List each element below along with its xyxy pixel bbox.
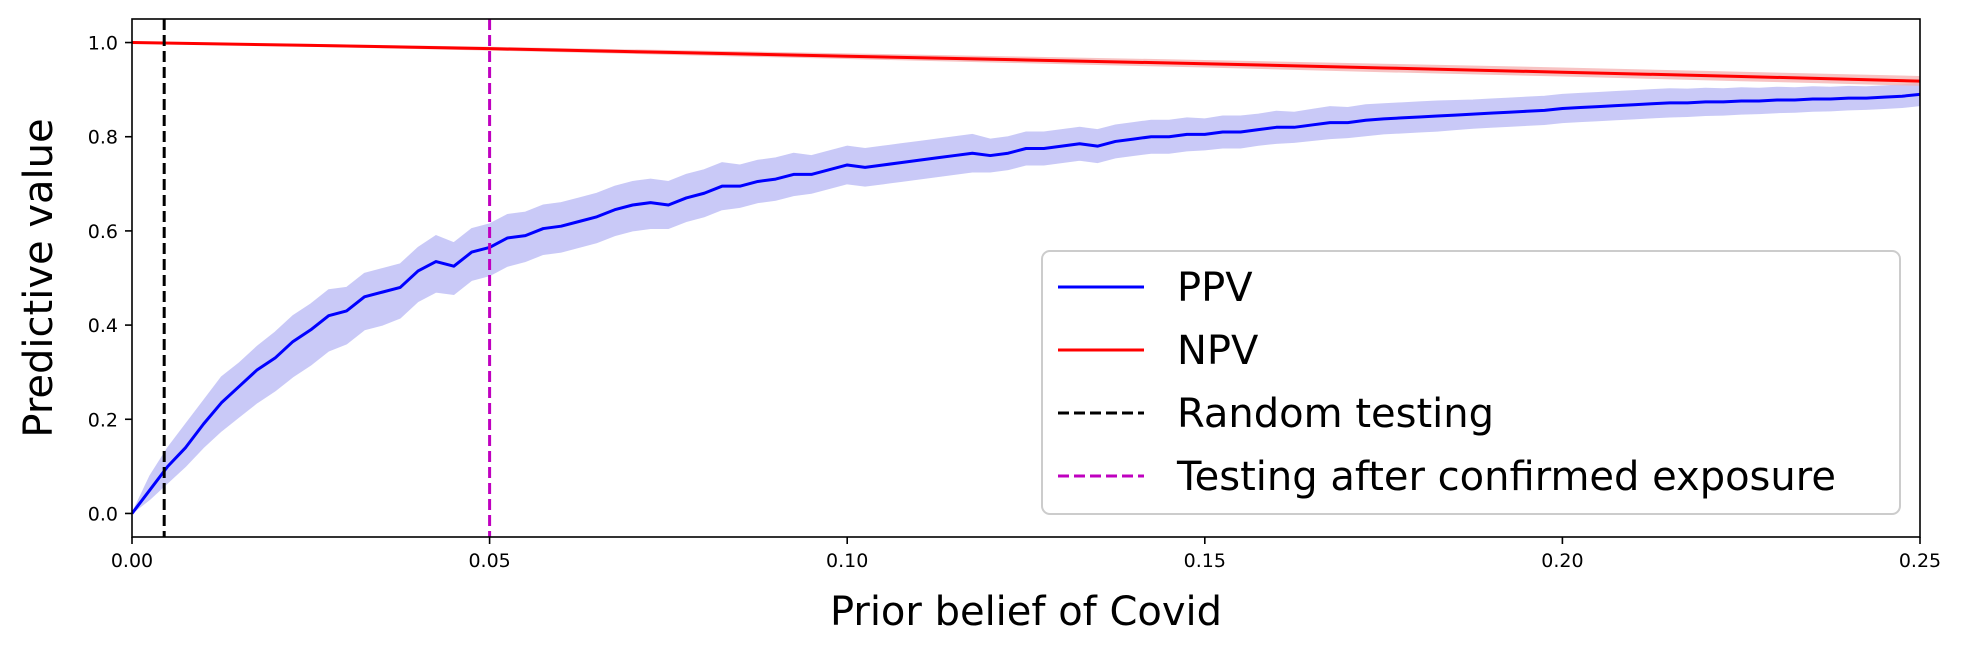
x-tick-label: 0.20 <box>1541 550 1583 572</box>
y-tick-label: 0.4 <box>88 315 118 337</box>
reference-lines <box>162 19 492 537</box>
ppv-line <box>132 92 1920 515</box>
y-axis-label: Predictive value <box>16 118 62 437</box>
npv-confidence-band <box>132 42 1920 86</box>
x-tick-label: 0.15 <box>1184 550 1226 572</box>
ppv-confidence-band <box>132 82 1920 514</box>
x-tick-label: 0.25 <box>1899 550 1941 572</box>
npv-line <box>132 41 1920 83</box>
legend-label: PPV <box>1177 265 1253 311</box>
plot-frame <box>131 18 1921 538</box>
legend-label: NPV <box>1177 328 1259 374</box>
y-axis-ticks: 0.0 0.2 0.4 0.6 0.8 1.0 <box>88 33 132 525</box>
y-tick-label: 0.8 <box>88 127 118 149</box>
y-tick-label: 1.0 <box>88 33 118 55</box>
confidence-bands <box>132 42 1920 514</box>
y-tick-label: 0.6 <box>88 221 118 243</box>
legend: PPV NPV Random testing Testing after confir… <box>1041 250 1901 515</box>
legend-label: Testing after confirmed exposure <box>1176 454 1836 500</box>
y-tick-label: 0.2 <box>88 409 118 431</box>
x-tick-label: 0.05 <box>468 550 510 572</box>
x-tick-label: 0.10 <box>826 550 868 572</box>
x-tick-label: 0.00 <box>111 550 153 572</box>
series-lines <box>132 41 1920 515</box>
legend-label: Random testing <box>1177 391 1494 437</box>
legend-box <box>1041 250 1901 515</box>
x-axis-ticks: 0.00 0.05 0.10 0.15 0.20 0.25 <box>111 537 1941 572</box>
x-axis-label: Prior belief of Covid <box>830 589 1222 635</box>
y-tick-label: 0.0 <box>88 503 118 525</box>
